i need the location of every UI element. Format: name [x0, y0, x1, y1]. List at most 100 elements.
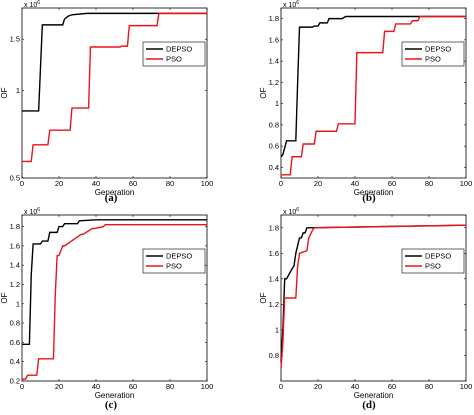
y-exponent-label: x 106: [283, 0, 299, 9]
y-tick-label: 1: [16, 86, 20, 95]
x-tick-label: 0: [279, 382, 283, 391]
panel-caption: (a): [105, 192, 118, 204]
x-tick-label: 100: [460, 382, 473, 391]
x-tick-label: 0: [20, 382, 24, 391]
y-tick-label: 1.8: [269, 14, 279, 23]
legend-label-pso: PSO: [166, 262, 182, 271]
chart-panel-2: 0 20 40 60 80 100 0.4 0.6 0.8 1 1.2 1.4 1.6 1.8 x 106 G…: [259, 0, 472, 204]
x-axis-label: Generation: [354, 391, 394, 400]
plot-area: [21, 214, 208, 382]
legend-box: [401, 248, 465, 274]
y-tick-label: 0.5: [10, 174, 20, 183]
legend-box: [401, 41, 465, 67]
x-tick-label: 0: [279, 179, 283, 188]
x-tick-label: 80: [166, 382, 174, 391]
x-tick-label: 20: [55, 382, 63, 391]
y-tick-label: 1.2: [269, 300, 279, 309]
exponent-base: x 10: [283, 209, 296, 216]
exponent-power: 6: [296, 207, 299, 213]
plot-area: [280, 214, 467, 382]
y-tick-label: 1.4: [269, 57, 279, 66]
x-tick-label: 0: [20, 179, 24, 188]
y-tick-label: 0.4: [10, 357, 20, 366]
chart-panel-3: 0 20 40 60 80 100 0.2 0.4 0.6 0.8 1 1.2 1.4 1.6 1.8 x 1…: [0, 207, 213, 411]
y-tick-label: 1.4: [269, 274, 279, 283]
y-tick-label: 1.2: [269, 78, 279, 87]
x-tick-label: 60: [129, 179, 137, 188]
x-tick-label: 20: [314, 179, 322, 188]
y-axis-label: OF: [259, 292, 268, 303]
panel-caption: (c): [105, 399, 118, 411]
y-tick-label: 0.2: [10, 377, 20, 386]
legend-label-pso: PSO: [425, 262, 441, 271]
legend-label-depso: DEPSO: [166, 45, 192, 54]
x-tick-label: 100: [460, 179, 473, 188]
x-tick-label: 60: [388, 382, 396, 391]
x-axis-label: Generation: [354, 188, 394, 197]
y-exponent-label: x 106: [24, 0, 40, 9]
plot-area: [21, 7, 208, 179]
legend-label-depso: DEPSO: [425, 45, 451, 54]
y-tick-label: 0.6: [10, 338, 20, 347]
panel-caption: (b): [362, 192, 376, 204]
y-tick-label: 1.6: [269, 35, 279, 44]
series-line-depso: [22, 219, 207, 346]
y-tick-label: 1.4: [10, 261, 20, 270]
y-tick-label: 0.8: [269, 351, 279, 360]
series-line-depso: [280, 224, 467, 362]
x-tick-label: 40: [92, 179, 100, 188]
x-tick-label: 60: [129, 382, 137, 391]
legend-label-depso: DEPSO: [166, 252, 192, 261]
legend-label-pso: PSO: [166, 55, 182, 64]
y-axis-label: OF: [0, 87, 9, 98]
y-axis-label: OF: [259, 87, 268, 98]
series-line-pso: [22, 12, 207, 163]
plot-area: [280, 7, 467, 179]
legend-label-pso: PSO: [425, 55, 441, 64]
series-line-depso: [22, 12, 207, 112]
series-line-pso: [280, 224, 467, 369]
x-tick-label: 40: [92, 382, 100, 391]
exponent-base: x 10: [24, 209, 37, 216]
x-tick-label: 20: [314, 382, 322, 391]
x-tick-label: 100: [201, 179, 214, 188]
y-tick-label: 0.8: [10, 319, 20, 328]
chart-panel-1: 0 20 40 60 80 100 0.5 1 1.5 x 106 Generation OF DEPS…: [0, 0, 213, 204]
series-line-pso: [281, 15, 466, 176]
y-tick-label: 1.5: [10, 35, 20, 44]
y-axis-label: OF: [0, 292, 9, 303]
y-tick-label: 1.2: [10, 280, 20, 289]
exponent-power: 6: [37, 207, 40, 213]
y-tick-label: 1.6: [269, 249, 279, 258]
panel-caption: (d): [362, 399, 376, 411]
chart-panel-4: 0 20 40 60 80 100 0.8 1 1.2 1.4 1.6 1.8 x 106 Generat…: [259, 207, 472, 411]
x-axis-label: Generation: [95, 188, 135, 197]
exponent-base: x 10: [24, 2, 37, 9]
x-tick-label: 40: [351, 382, 359, 391]
y-exponent-label: x 106: [24, 207, 40, 216]
series-line-depso: [280, 15, 466, 158]
y-tick-label: 0.8: [269, 120, 279, 129]
y-tick-label: 1: [16, 299, 20, 308]
x-tick-label: 60: [388, 179, 396, 188]
y-exponent-label: x 106: [283, 207, 299, 216]
y-tick-label: 1.8: [269, 223, 279, 232]
x-tick-label: 80: [425, 382, 433, 391]
exponent-power: 6: [37, 0, 40, 6]
x-axis-label: Generation: [95, 391, 135, 400]
y-tick-label: 1: [275, 99, 279, 108]
x-tick-label: 100: [201, 382, 214, 391]
legend-box: [142, 248, 206, 274]
x-tick-label: 40: [351, 179, 359, 188]
exponent-power: 6: [296, 0, 299, 6]
x-tick-label: 80: [166, 179, 174, 188]
y-tick-label: 0.4: [269, 163, 279, 172]
x-tick-label: 80: [425, 179, 433, 188]
y-tick-label: 1.6: [10, 241, 20, 250]
y-tick-label: 0.6: [269, 142, 279, 151]
